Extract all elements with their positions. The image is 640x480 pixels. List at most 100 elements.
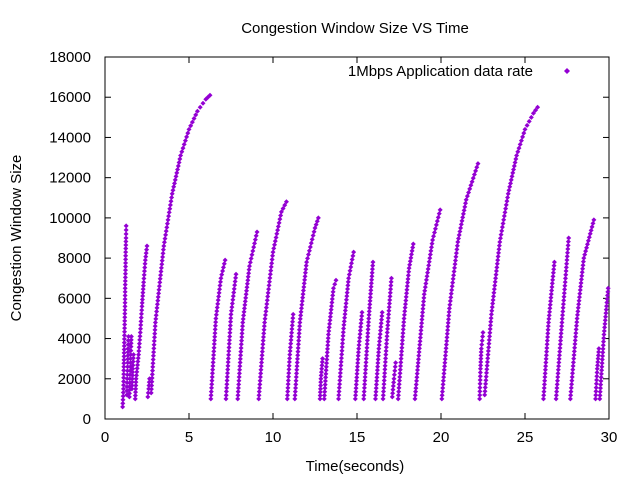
data-point [596,349,602,355]
data-point [150,357,156,363]
data-point [172,177,178,183]
data-point [245,277,251,283]
data-point [447,298,453,304]
data-point [145,394,151,400]
data-point [240,319,246,325]
data-point [213,315,219,321]
data-point [573,323,579,329]
data-point [387,290,393,296]
data-point [374,371,380,377]
data-point [426,259,432,265]
data-point [266,286,272,292]
data-point [262,319,268,325]
data-point [486,341,492,347]
data-point [578,280,584,286]
data-point [343,300,349,306]
data-point [558,327,564,333]
data-point [288,341,294,347]
data-point [559,323,565,329]
data-point [419,313,425,319]
data-point [354,367,360,373]
data-point [393,360,399,366]
data-point [161,239,167,245]
data-point [553,396,559,402]
data-point [261,330,267,336]
data-point [137,330,143,336]
data-point [573,330,579,336]
data-point [595,356,601,362]
data-point [556,356,562,362]
data-point [546,312,552,318]
data-point [152,319,158,325]
data-point [337,381,343,387]
data-point [480,330,486,336]
data-point [400,334,406,340]
data-point [286,366,292,372]
data-point [295,349,301,355]
data-point [397,374,403,380]
data-point [293,378,299,384]
data-point [399,341,405,347]
data-point [368,280,374,286]
data-point [236,370,242,376]
data-point [124,380,130,386]
data-point [443,342,449,348]
data-point [324,353,330,359]
data-point [257,378,263,384]
data-point [585,238,591,244]
data-point [570,363,576,369]
data-point [375,360,381,366]
data-point [568,392,574,398]
data-point [515,149,521,155]
data-point [208,392,214,398]
data-point [250,248,256,254]
data-point [368,284,374,290]
data-point [120,404,126,410]
data-point [399,337,405,343]
data-point [197,104,203,110]
data-point [379,313,385,319]
x-axis-label: Time(seconds) [306,458,405,475]
data-point [124,376,130,382]
data-point [145,390,151,396]
data-point [382,370,388,376]
data-point [361,385,367,391]
data-point [130,369,136,375]
data-point [526,118,532,124]
data-point [485,352,491,358]
data-point [440,378,446,384]
data-point [417,342,423,348]
data-point [293,381,299,387]
data-point [265,294,271,300]
data-point [299,298,305,304]
data-point [388,275,394,281]
data-point [142,257,148,263]
data-point [165,217,171,223]
data-point [286,374,292,380]
data-point [260,334,266,340]
data-point [555,374,561,380]
data-point [221,261,227,267]
data-point [428,248,434,254]
data-point [122,293,128,299]
data-point [174,170,180,176]
x-tick-label: 10 [265,429,282,446]
data-point [598,382,604,388]
data-point [385,322,391,328]
data-point [386,301,392,307]
data-point [235,396,241,402]
data-point [129,376,135,382]
data-point [121,382,127,388]
data-point [217,286,223,292]
data-point [556,352,562,358]
data-point [376,346,382,352]
data-point [506,187,512,193]
data-point [130,355,136,361]
data-point [499,224,505,230]
data-point [384,330,390,336]
data-point [189,119,195,125]
data-point [415,367,421,373]
data-point [455,239,461,245]
data-point [446,313,452,319]
data-point [541,392,547,398]
